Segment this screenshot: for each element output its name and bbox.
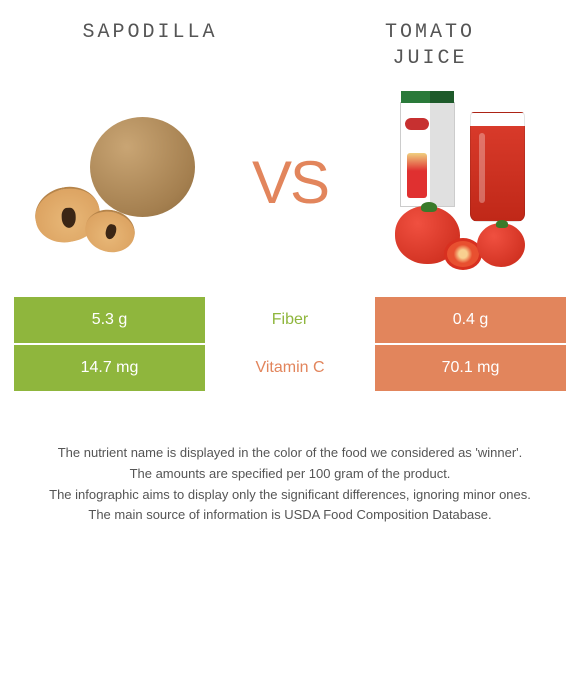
cell-right-value: 70.1 mg <box>375 345 566 391</box>
footer-line: The main source of information is USDA F… <box>18 505 562 526</box>
sapodilla-image <box>10 87 230 277</box>
footer-line: The nutrient name is displayed in the co… <box>18 443 562 464</box>
title-right-line2: JUICE <box>392 47 467 70</box>
images-row: VS <box>10 87 570 277</box>
table-row: 14.7 mg Vitamin C 70.1 mg <box>14 345 566 393</box>
infographic-container: SAPODILLA TOMATO JUICE VS <box>0 0 580 694</box>
cell-nutrient: Fiber <box>205 297 375 343</box>
table-row: 5.3 g Fiber 0.4 g <box>14 297 566 345</box>
footer-line: The infographic aims to display only the… <box>18 485 562 506</box>
title-right-line1: TOMATO <box>385 21 475 44</box>
title-left: SAPODILLA <box>10 20 290 72</box>
cell-nutrient: Vitamin C <box>205 345 375 391</box>
cell-right-value: 0.4 g <box>375 297 566 343</box>
cell-left-value: 5.3 g <box>14 297 205 343</box>
vs-label: VS <box>230 148 350 217</box>
title-right: TOMATO JUICE <box>290 20 570 72</box>
cell-left-value: 14.7 mg <box>14 345 205 391</box>
tomato-juice-image <box>350 87 570 277</box>
footer-notes: The nutrient name is displayed in the co… <box>10 443 570 526</box>
nutrient-table: 5.3 g Fiber 0.4 g 14.7 mg Vitamin C 70.1… <box>14 297 566 393</box>
titles-row: SAPODILLA TOMATO JUICE <box>10 20 570 72</box>
footer-line: The amounts are specified per 100 gram o… <box>18 464 562 485</box>
